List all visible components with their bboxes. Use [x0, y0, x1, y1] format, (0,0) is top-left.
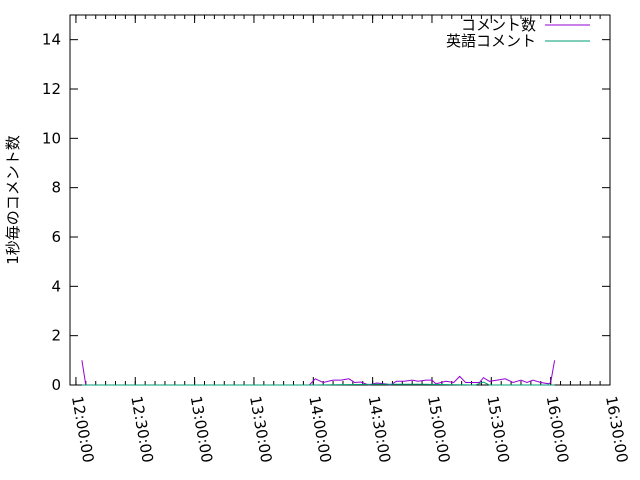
series-line-1: [81, 381, 555, 386]
legend-label-comments: コメント数: [461, 16, 536, 34]
x-tick-label: 13:00:00: [187, 395, 216, 464]
y-axis-label: 1秒毎のコメント数: [4, 135, 22, 265]
x-tick-label: 14:30:00: [365, 395, 394, 464]
plot-border: [69, 14, 611, 386]
y-tick-label: 6: [51, 228, 61, 246]
x-tick-label: 12:00:00: [68, 395, 97, 464]
y-tick-label: 8: [51, 179, 61, 197]
legend: コメント数 英語コメント: [446, 16, 590, 50]
x-tick-label: 16:30:00: [602, 395, 631, 464]
x-tick-label: 15:30:00: [483, 395, 512, 464]
y-tick-label: 14: [42, 31, 61, 49]
y-tick-label: 12: [42, 80, 61, 98]
y-tick-label: 2: [51, 327, 61, 345]
x-tick-label: 15:00:00: [424, 395, 453, 464]
x-tick-label: 13:30:00: [246, 395, 275, 464]
x-tick-label: 14:00:00: [305, 395, 334, 464]
series-line-0: [81, 360, 556, 386]
y-tick-label: 0: [51, 376, 61, 394]
y-tick-label: 10: [42, 129, 61, 147]
x-tick-label: 16:00:00: [543, 395, 572, 464]
y-tick-label: 4: [51, 277, 61, 295]
plot-area: 0 2 4 6 8 10 12 14 12:00:00 12:30:00 13:00:00 13:30…: [42, 14, 631, 464]
legend-label-english-comments: 英語コメント: [446, 32, 536, 50]
x-tick-label: 12:30:00: [127, 395, 156, 464]
